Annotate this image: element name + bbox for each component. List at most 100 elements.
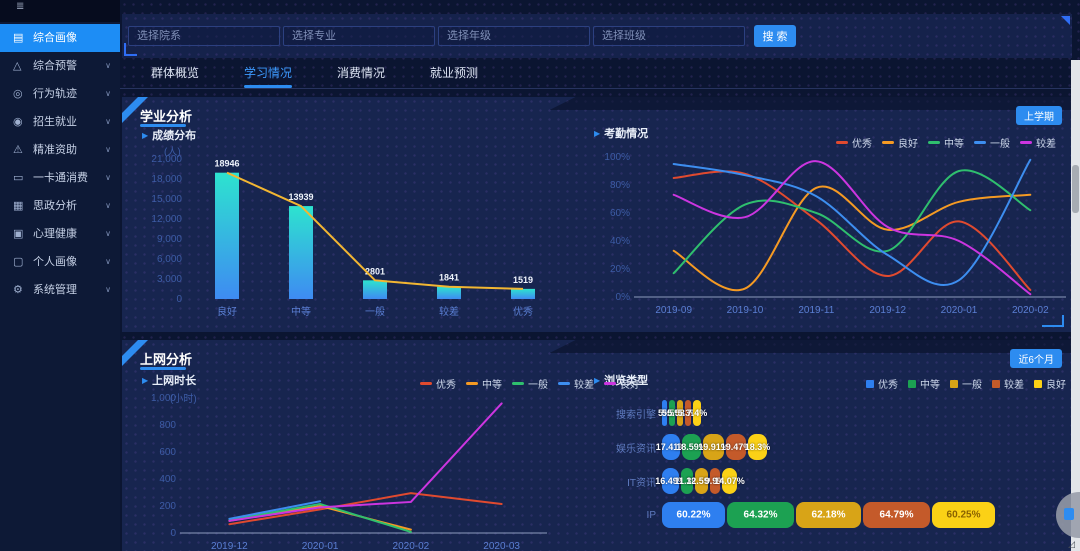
svg-text:2019-11: 2019-11 xyxy=(798,305,834,316)
legend-marker-icon xyxy=(836,141,848,144)
browse-bar-segment[interactable]: 17.41% xyxy=(656,434,686,460)
legend-item[interactable]: 中等 xyxy=(908,376,940,391)
legend-item[interactable]: 一般 xyxy=(974,135,1010,150)
browse-bar-segment[interactable]: 11.3% xyxy=(674,468,700,494)
sidebar-item-4[interactable]: ⚠ 精准资助 ∨ xyxy=(0,136,120,164)
legend-item[interactable]: 一般 xyxy=(512,376,548,391)
svg-text:12,000: 12,000 xyxy=(151,214,182,225)
sidebar-item-0[interactable]: ▤ 综合画像 xyxy=(0,24,120,52)
browse-type-chart[interactable]: 搜索引擎 5% 5.5% 5.58% 5.3% 7.4% 娱乐资讯 17.41% 18.59% 1… xyxy=(590,400,1070,536)
browse-bar-segment[interactable]: 19.91% xyxy=(698,434,729,460)
svg-text:400: 400 xyxy=(159,474,176,485)
legend-marker-icon xyxy=(928,141,940,144)
sidebar-item-8[interactable]: ▢ 个人画像 ∨ xyxy=(0,248,120,276)
score-distribution-chart[interactable]: 0 3,000 6,000 9,000 12,000 15,000 18,000 21,000… xyxy=(130,137,585,332)
sidebar-item-3[interactable]: ◉ 招生就业 ∨ xyxy=(0,108,120,136)
sidebar-item-2[interactable]: ◎ 行为轨迹 ∨ xyxy=(0,80,120,108)
filter-select-0[interactable]: 选择院系 xyxy=(128,26,280,46)
browse-bar-segment[interactable]: 64.32% xyxy=(727,502,794,528)
svg-text:13939: 13939 xyxy=(288,192,313,202)
jobs-icon: ◉ xyxy=(13,116,23,128)
legend-item[interactable]: 优秀 xyxy=(866,376,898,391)
browse-bar-segment[interactable]: 18.3% xyxy=(745,434,770,460)
sidebar-item-label: 思政分析 xyxy=(33,200,77,212)
menu-collapse-icon[interactable]: ≣ xyxy=(16,1,25,12)
sidebar-header: ≣ xyxy=(0,0,120,22)
scrollbar-track[interactable] xyxy=(1071,60,1080,551)
legend-item[interactable]: 优秀 xyxy=(836,135,872,150)
browse-bar-value: 5% xyxy=(657,408,672,418)
svg-text:0%: 0% xyxy=(616,292,631,303)
browse-bar-segment[interactable]: 12.59% xyxy=(686,468,717,494)
sidebar-item-label: 综合预警 xyxy=(33,60,77,72)
sidebar-item-label: 一卡通消费 xyxy=(33,172,88,184)
legend-marker-icon xyxy=(908,379,916,388)
semester-button[interactable]: 上学期 xyxy=(1016,106,1062,125)
legend-item[interactable]: 良好 xyxy=(604,376,640,391)
sidebar-item-7[interactable]: ▣ 心理健康 ∨ xyxy=(0,220,120,248)
legend-item[interactable]: 良好 xyxy=(1034,376,1066,391)
legend-item[interactable]: 较差 xyxy=(1020,135,1056,150)
online-time-chart[interactable]: 0 200 400 600 800 1,000 2019-12 2020-01 2020-02 2… xyxy=(130,388,590,551)
svg-text:1519: 1519 xyxy=(513,275,533,285)
browse-bar-segment[interactable]: 14.07% xyxy=(714,468,745,494)
legend-item[interactable]: 优秀 xyxy=(420,376,456,391)
legend-item[interactable]: 较差 xyxy=(558,376,594,391)
browse-bar-segment[interactable]: 7.4% xyxy=(687,400,707,426)
legend-item[interactable]: 中等 xyxy=(928,135,964,150)
tab-0[interactable]: 群体概览 xyxy=(150,66,199,80)
tab-3[interactable]: 就业预测 xyxy=(429,66,478,80)
attendance-legend: 优秀 良好 中等 一般 较差 xyxy=(836,135,1056,150)
browse-bar-segment[interactable]: 19.47% xyxy=(721,434,751,460)
search-button[interactable]: 搜 索 xyxy=(754,25,796,47)
legend-marker-icon xyxy=(420,382,432,385)
filter-select-3[interactable]: 选择班级 xyxy=(593,26,745,46)
browse-row-0: 搜索引擎 5% 5.5% 5.58% 5.3% 7.4% xyxy=(590,400,1070,426)
legend-label: 较差 xyxy=(574,380,594,391)
browse-bar-value: 17.41% xyxy=(655,442,687,452)
sidebar-item-1[interactable]: △ 综合预警 ∨ xyxy=(0,52,120,80)
sidebar-item-5[interactable]: ▭ 一卡通消费 ∨ xyxy=(0,164,120,192)
tab-1[interactable]: 学习情况 xyxy=(230,60,306,88)
attendance-chart[interactable]: 0% 20% 40% 60% 80% 100% 2019-09 2019-10 2019-11 2… xyxy=(588,141,1066,332)
browse-bar-segment[interactable]: 9.9% xyxy=(705,468,725,494)
browse-row-1: 娱乐资讯 17.41% 18.59% 19.91% 19.47% 18.3% xyxy=(590,434,1070,460)
legend-marker-icon xyxy=(558,382,570,385)
legend-label: 良好 xyxy=(1046,380,1066,391)
tab-2[interactable]: 消费情况 xyxy=(336,66,385,80)
browse-bar-segment[interactable]: 60.22% xyxy=(662,502,725,528)
legend-label: 良好 xyxy=(620,380,640,391)
browse-bar-segment[interactable]: 5.5% xyxy=(662,400,682,426)
filter-select-1[interactable]: 选择专业 xyxy=(283,26,435,46)
browse-bar-segment[interactable]: 5.58% xyxy=(667,400,693,426)
browse-bar-segment[interactable]: 16.49% xyxy=(655,468,686,494)
legend-item[interactable]: 较差 xyxy=(992,376,1024,391)
svg-text:0: 0 xyxy=(176,294,182,305)
legend-marker-icon xyxy=(974,141,986,144)
svg-text:2019-10: 2019-10 xyxy=(727,305,764,316)
browse-bar-value: 64.79% xyxy=(879,509,914,521)
browse-bar-segment[interactable]: 18.59% xyxy=(676,434,707,460)
svg-text:良好: 良好 xyxy=(217,305,237,318)
legend-item[interactable]: 中等 xyxy=(466,376,502,391)
browse-bar-segment[interactable]: 64.79% xyxy=(863,502,930,528)
sidebar-item-9[interactable]: ⚙ 系统管理 ∨ xyxy=(0,276,120,304)
scrollbar-thumb[interactable] xyxy=(1072,165,1079,213)
browse-bar-value: 14.07% xyxy=(714,476,745,486)
sidebar-item-6[interactable]: ▦ 思政分析 ∨ xyxy=(0,192,120,220)
chevron-down-icon: ∨ xyxy=(105,285,111,294)
browse-bar-segment[interactable]: 5.3% xyxy=(678,400,698,426)
browse-bar-segment[interactable]: 60.25% xyxy=(932,502,995,528)
sidebar-item-label: 系统管理 xyxy=(33,284,77,296)
person-icon: ▢ xyxy=(13,256,24,268)
browse-bar-segment[interactable]: 62.18% xyxy=(796,502,861,528)
svg-text:600: 600 xyxy=(159,447,176,458)
legend-item[interactable]: 一般 xyxy=(950,376,982,391)
filter-select-2[interactable]: 选择年级 xyxy=(438,26,590,46)
chevron-down-icon: ∨ xyxy=(105,201,111,210)
legend-item[interactable]: 良好 xyxy=(882,135,918,150)
browse-bar-segment[interactable]: 5% xyxy=(658,400,671,426)
svg-text:15,000: 15,000 xyxy=(151,194,182,205)
recent-months-button[interactable]: 近6个月 xyxy=(1010,349,1062,368)
